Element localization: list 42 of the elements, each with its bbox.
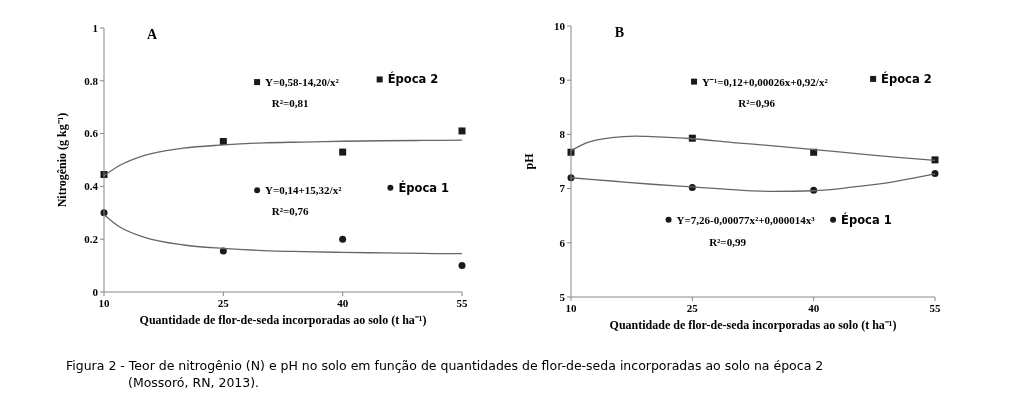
point	[931, 156, 939, 164]
annotation: Y=7,26-0,00077x²+0,000014x³	[676, 213, 816, 226]
x-tick-label: 55	[456, 297, 468, 309]
annotation: R²=0,99	[709, 235, 747, 248]
annotation: Y=0,14+15,32/x²	[265, 184, 343, 197]
y-tick-label: 9	[559, 74, 566, 87]
annotation: A	[146, 26, 158, 42]
y-tick-label: 0.2	[84, 233, 99, 246]
y-tick-label: 10	[554, 19, 566, 32]
annotation: Y⁻¹=0,12+0,00026x+0,92/x²	[702, 75, 829, 88]
x-tick-label: 25	[217, 297, 230, 309]
annotation: B	[614, 24, 625, 40]
x-axis-title: Quantidade de flor-de-seda incorporadas ao solo (t ha⁻¹)	[139, 313, 427, 327]
annotation: Y=0,58-14,20/x²	[265, 76, 340, 89]
point	[339, 235, 347, 243]
x-tick-label: 55	[929, 302, 941, 314]
y-tick-label: 0.4	[84, 180, 99, 193]
point	[458, 262, 466, 270]
legend-label: Época 2	[881, 70, 932, 86]
y-tick-label: 0.8	[84, 74, 99, 87]
y-axis-title: pH	[522, 152, 536, 170]
y-tick-label: 0.6	[84, 127, 99, 140]
y-tick-label: 8	[559, 128, 566, 141]
y-tick-label: 0	[92, 285, 99, 298]
text: Figura 2 - Teor de nitrogênio (N) e pH no solo em função de quantidades de flor-de-seda incorporadas ao solo na época 2 (Mossoró, RN, 2013).	[66, 358, 824, 390]
annotation: R²=0,81	[271, 97, 309, 110]
x-axis-title: Quantidade de flor-de-seda incorporadas ao solo (t ha⁻¹)	[609, 318, 897, 332]
x-tick-label: 40	[337, 297, 349, 309]
x-tick-label: 25	[686, 302, 699, 314]
legend-label: Época 1	[398, 179, 449, 195]
point	[458, 127, 466, 135]
y-tick-label: 6	[559, 236, 566, 249]
annotation: R²=0,96	[738, 97, 776, 110]
y-tick-label: 7	[559, 182, 566, 195]
legend-label: Época 1	[841, 211, 892, 227]
legend-label: Época 2	[387, 71, 439, 87]
y-tick-label: 5	[559, 290, 566, 303]
x-tick-label: 40	[808, 302, 820, 314]
y-axis-title: Nitrogênio (g kg⁻¹)	[55, 112, 69, 208]
y-tick-label: 1	[92, 21, 98, 34]
point	[339, 148, 347, 156]
annotation: R²=0,76	[271, 205, 310, 218]
